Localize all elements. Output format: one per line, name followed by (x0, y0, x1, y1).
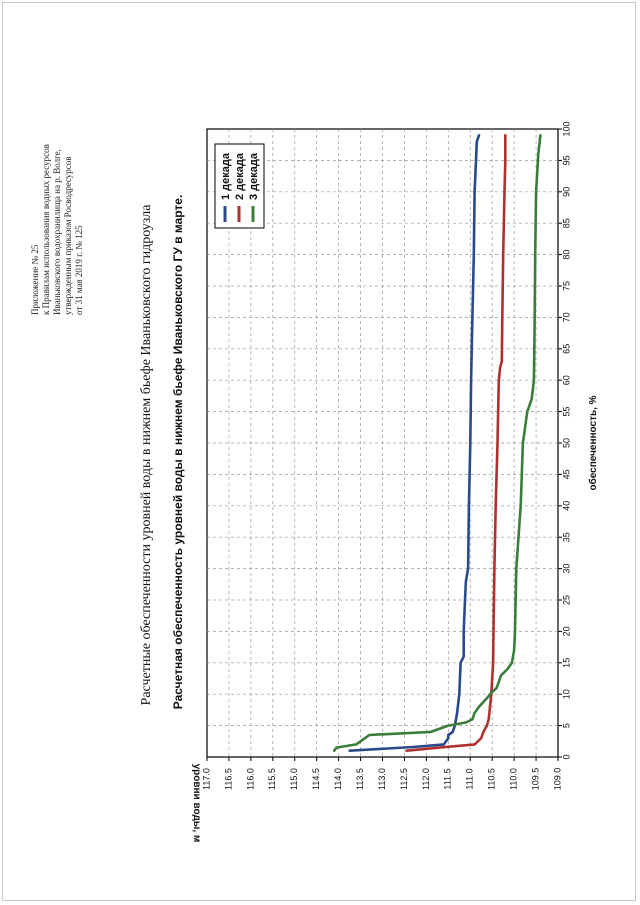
y-tick-label: 110.0 (509, 768, 519, 790)
x-tick-label: 10 (561, 689, 571, 699)
x-tick-label: 70 (561, 312, 571, 322)
document-title: Расчетные обеспеченности уровней воды в … (139, 204, 154, 706)
series-line-1 (348, 134, 481, 753)
x-tick-label: 65 (561, 344, 571, 354)
x-tick-label: 80 (561, 250, 571, 260)
x-tick-label: 5 (561, 723, 571, 728)
appendix-line-5: от 31 мая 2019 г. № 125 (74, 225, 84, 315)
x-axis-ticks: 0 5 10 15 20 25 30 35 40 45 50 55 60 65 70 75 80 85 90 95 10… (558, 121, 571, 760)
y-tick-label: 110.5 (487, 768, 497, 790)
x-tick-label: 55 (561, 407, 571, 417)
x-tick-label: 90 (561, 187, 571, 197)
x-tick-label: 0 (561, 754, 571, 759)
y-axis-ticks: 109.0 109.5 110.0 110.5 111.0 111.5 112.0 112.5… (201, 757, 562, 790)
y-tick-label: 112.0 (421, 768, 431, 790)
x-tick-label: 50 (561, 438, 571, 448)
appendix-line-4: утвержденным приказом Росводресурсов (63, 156, 73, 315)
x-tick-label: 75 (561, 281, 571, 291)
y-tick-label: 117.0 (201, 768, 211, 790)
chart-title: Расчетная обеспеченность уровней воды в … (171, 195, 185, 710)
y-tick-label: 116.5 (223, 768, 233, 790)
appendix-line-1: Приложение № 25 (30, 244, 40, 315)
x-tick-label: 25 (561, 595, 571, 605)
x-axis-label: обеспеченность, % (587, 395, 599, 490)
y-tick-label: 109.0 (552, 768, 562, 791)
series-line-2 (405, 134, 507, 753)
appendix-line-3: Иваньковского водохранилища на р. Волге, (52, 149, 62, 315)
legend-label: 1 декада (220, 152, 232, 200)
y-tick-label: 114.0 (333, 768, 343, 790)
legend-label: 2 декада (234, 152, 246, 200)
x-tick-label: 40 (561, 501, 571, 511)
appendix-line-2: к Правилам использования водных ресурсов (41, 144, 51, 315)
y-tick-label: 109.5 (530, 768, 540, 791)
y-tick-label: 113.0 (377, 768, 387, 790)
legend: 1 декада 2 декада 3 декада (214, 143, 265, 229)
y-tick-label: 114.5 (311, 768, 321, 790)
y-tick-label: 113.5 (355, 768, 365, 790)
appendix-block: Приложение № 25 к Правилам использования… (30, 144, 84, 315)
x-tick-label: 95 (561, 155, 571, 165)
x-tick-label: 35 (561, 532, 571, 542)
y-tick-label: 115.5 (267, 768, 277, 790)
x-tick-label: 85 (561, 218, 571, 228)
x-tick-label: 15 (561, 658, 571, 668)
x-tick-label: 20 (561, 626, 571, 636)
y-tick-label: 115.0 (289, 768, 299, 790)
x-tick-label: 100 (561, 121, 571, 136)
x-tick-label: 60 (561, 375, 571, 385)
x-tick-label: 30 (561, 564, 571, 574)
y-tick-label: 111.5 (443, 768, 453, 789)
y-tick-label: 111.0 (465, 768, 475, 789)
y-axis-label: уровни воды, м (191, 764, 202, 843)
x-tick-label: 45 (561, 469, 571, 479)
series-line-3 (332, 134, 542, 753)
series-layer (332, 134, 542, 753)
y-tick-label: 116.0 (245, 768, 255, 790)
y-tick-label: 112.5 (399, 768, 409, 790)
legend-label: 3 декада (248, 152, 260, 200)
